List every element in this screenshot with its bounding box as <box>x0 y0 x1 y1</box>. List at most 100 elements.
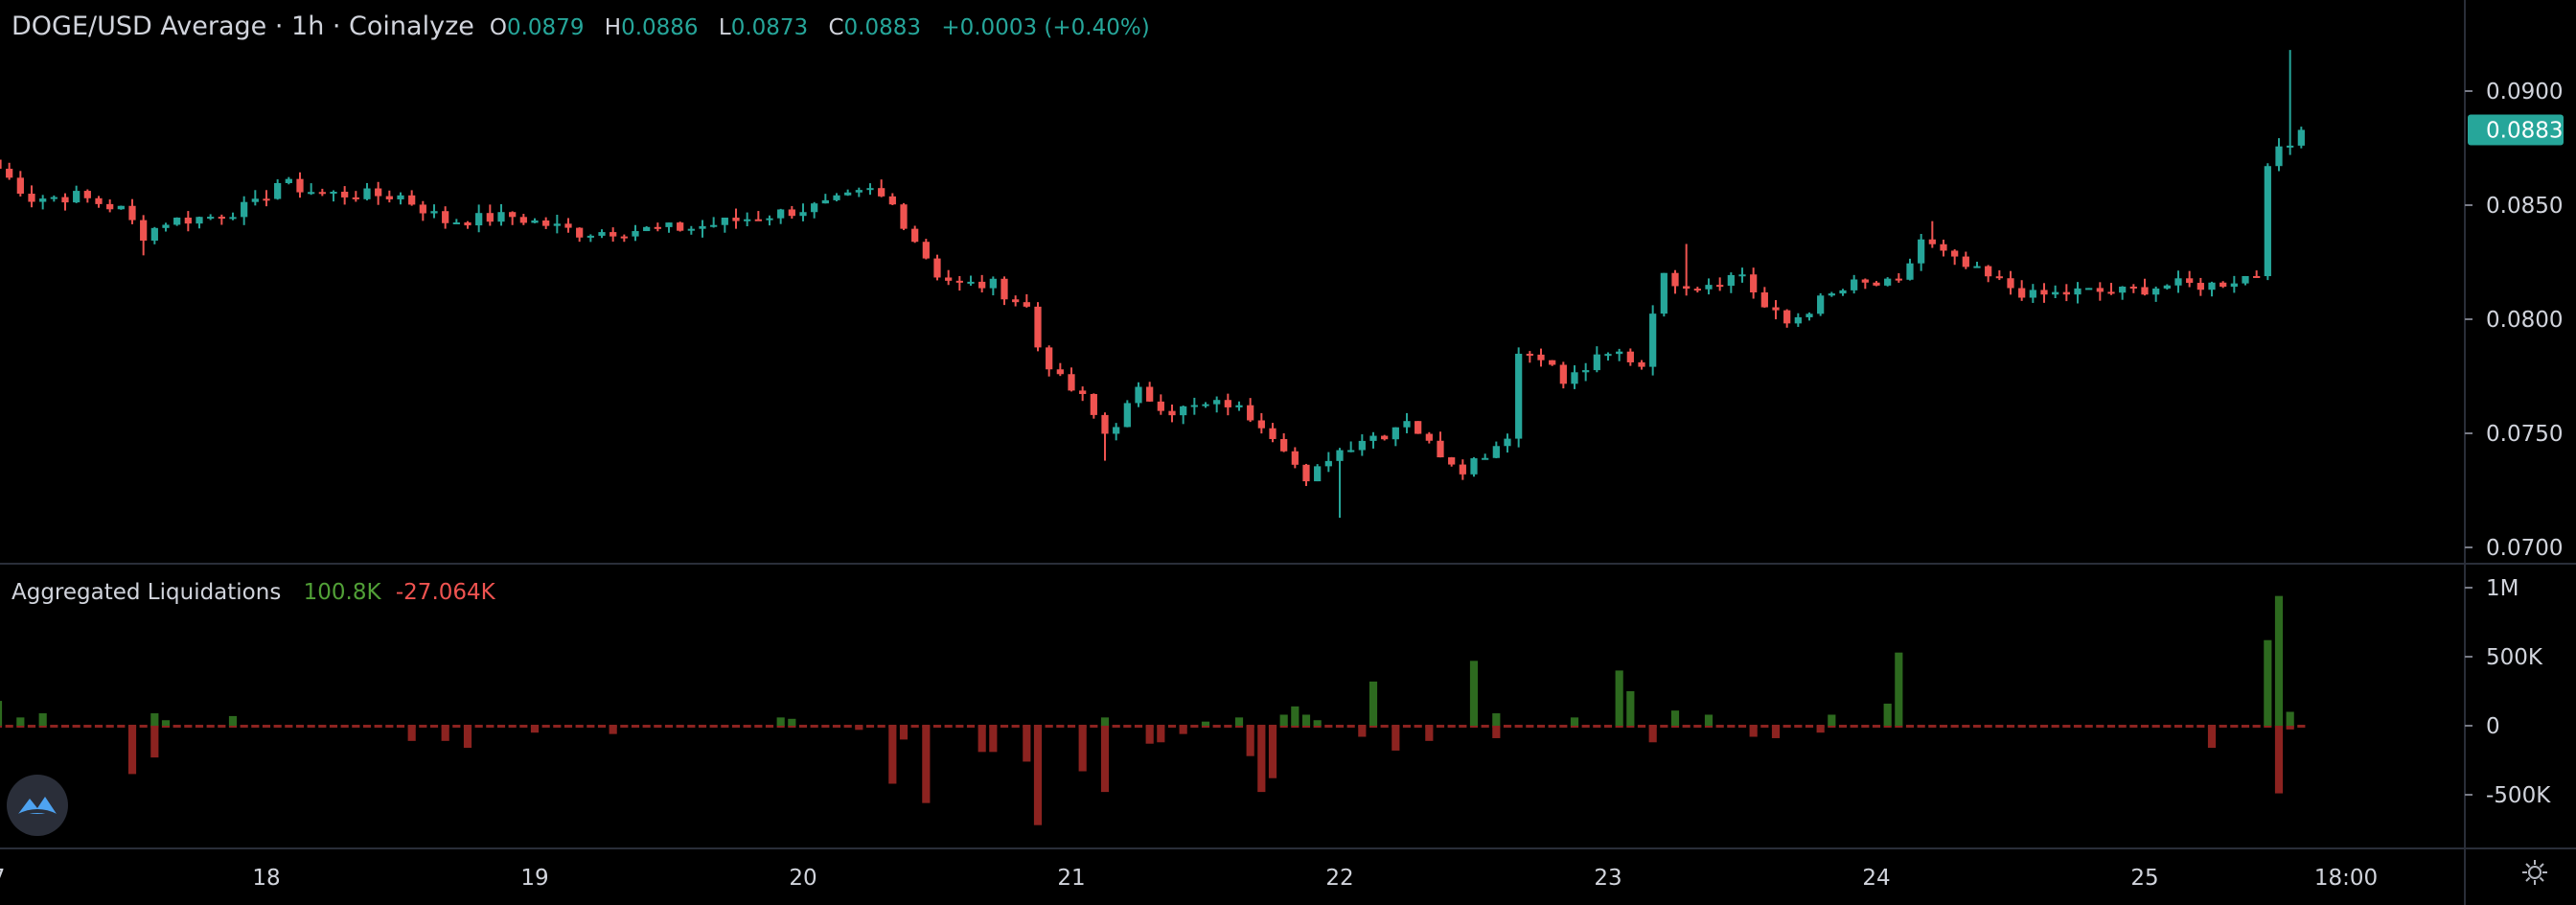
candle-body <box>497 212 505 222</box>
candle-body <box>1705 285 1713 290</box>
candle-body <box>2196 283 2204 290</box>
liq-baseline-bar <box>2196 725 2205 728</box>
candle-body <box>922 242 930 259</box>
candle-body <box>1034 306 1042 348</box>
liq-baseline-bar <box>798 725 808 728</box>
time-tick-label: 18:00 <box>2314 866 2378 891</box>
liq-baseline-bar <box>2219 725 2227 728</box>
liq-baseline-bar <box>206 725 215 728</box>
candle-body <box>28 194 35 202</box>
indicator-name: Aggregated Liquidations <box>12 580 282 605</box>
liq-baseline-bar <box>318 725 327 728</box>
price-tick-label: 0.0850 <box>2486 194 2563 219</box>
liq-baseline-bar <box>195 725 204 728</box>
candle-body <box>2297 129 2305 146</box>
liq-short-bar <box>1771 726 1781 738</box>
candle-body <box>1571 372 1578 384</box>
gear-icon[interactable] <box>2520 858 2549 887</box>
liq-short-bar <box>1145 726 1154 744</box>
liq-baseline-bar <box>1660 725 1668 728</box>
liq-baseline-bar <box>307 725 315 728</box>
liq-baseline-bar <box>352 725 360 728</box>
liq-baseline-bar <box>1928 725 1937 728</box>
liq-baseline-bar <box>721 725 729 728</box>
candle-body <box>2129 286 2137 289</box>
liq-long-bar <box>1626 691 1635 726</box>
liq-baseline-bar <box>1134 725 1143 728</box>
candle-body <box>207 217 215 220</box>
candle-body <box>632 231 639 237</box>
high-value: 0.0886 <box>621 15 699 40</box>
liq-baseline-bar <box>1090 725 1098 728</box>
liq-baseline-bar <box>1950 725 1959 728</box>
candle-body <box>2029 290 2036 298</box>
liq-baseline-bar <box>117 725 126 728</box>
liq-baseline-bar <box>429 725 439 728</box>
liq-long-bar <box>1368 681 1378 726</box>
candle-body <box>1839 290 1847 294</box>
candle-body <box>2007 278 2014 289</box>
liq-baseline-bar <box>1794 725 1803 728</box>
candle-body <box>654 226 661 229</box>
liq-short-bar <box>1100 726 1110 793</box>
liq-baseline-bar <box>1905 725 1915 728</box>
liq-baseline-bar <box>1805 725 1814 728</box>
candle-body <box>117 205 125 210</box>
liq-baseline-bar <box>2118 725 2127 728</box>
candle-body <box>978 281 986 289</box>
candle-body <box>50 197 58 199</box>
open-key: O <box>489 15 507 40</box>
liq-baseline-bar <box>1682 725 1690 728</box>
liq-baseline-bar <box>1581 725 1590 728</box>
candle-body <box>352 197 359 199</box>
liq-baseline-bar <box>932 725 942 728</box>
candle-body <box>1951 250 1959 257</box>
coinalyze-logo-icon[interactable] <box>7 775 68 836</box>
candle-body <box>16 177 24 195</box>
candle-body <box>2186 278 2194 284</box>
liq-baseline-bar <box>1715 725 1724 728</box>
liq-baseline-bar <box>1167 725 1177 728</box>
liq-baseline-bar <box>1402 725 1412 728</box>
liq-baseline-bar <box>1301 725 1311 728</box>
liq-short-bar <box>1246 726 1254 756</box>
candle-body <box>1526 354 1533 357</box>
liq-baseline-bar <box>1011 725 1020 728</box>
liq-baseline-bar <box>496 725 506 728</box>
liq-baseline-bar <box>2151 725 2160 728</box>
liq-baseline-bar <box>1112 725 1120 728</box>
liq-short-bar <box>1492 726 1501 738</box>
liq-baseline-bar <box>218 725 226 728</box>
candle-body <box>2163 285 2171 289</box>
candle-body <box>1437 440 1444 458</box>
symbol-legend: DOGE/USD Average · 1h · Coinalyze O0.087… <box>12 12 1163 41</box>
candle-body <box>430 211 438 214</box>
liq-baseline-bar <box>1872 725 1881 728</box>
liq-baseline-bar <box>575 725 584 728</box>
ohlc-values: O0.0879 H0.0886 L0.0873 C0.0883 +0.0003 … <box>490 15 1163 40</box>
liq-baseline-bar <box>1972 725 1982 728</box>
liq-baseline-bar <box>1760 725 1769 728</box>
liq-baseline-bar <box>60 725 70 728</box>
liq-baseline-bar <box>1626 725 1635 728</box>
liq-long-bar <box>0 701 3 726</box>
liq-baseline-bar <box>2174 725 2183 728</box>
liq-baseline-bar <box>1234 725 1244 728</box>
liq-baseline-bar <box>285 725 293 728</box>
liq-baseline-bar <box>1917 725 1925 728</box>
candle-body <box>1157 401 1164 411</box>
candle-body <box>128 205 136 220</box>
liq-baseline-bar <box>2006 725 2015 728</box>
candle-body <box>1985 266 1992 277</box>
liq-long-bar <box>38 713 47 726</box>
candle-body <box>1403 421 1411 428</box>
liq-baseline-bar <box>553 725 562 728</box>
candle-body <box>2287 145 2294 148</box>
candle-body <box>1113 427 1120 434</box>
liq-baseline-bar <box>72 725 80 728</box>
liq-baseline-bar <box>2106 725 2116 728</box>
liq-short-bar <box>2207 726 2217 749</box>
price-tick-label: 0.0900 <box>2486 80 2563 104</box>
candle-body <box>61 197 69 203</box>
